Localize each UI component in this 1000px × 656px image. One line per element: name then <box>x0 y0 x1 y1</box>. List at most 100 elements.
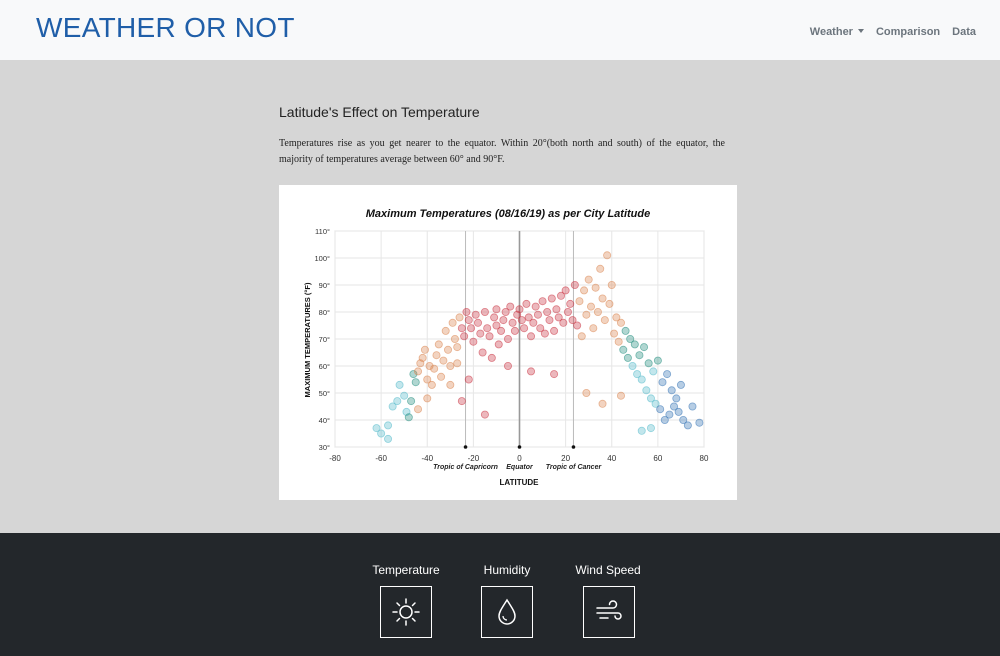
scatter-point <box>628 361 637 370</box>
reference-marker <box>463 445 468 449</box>
x-tick-label: 60 <box>653 454 662 463</box>
scatter-point <box>478 348 487 357</box>
scatter-point <box>494 340 503 349</box>
scatter-point <box>480 308 489 317</box>
scatter-point <box>446 361 455 370</box>
y-tick-label: 40° <box>319 416 330 425</box>
scatter-point <box>540 329 549 338</box>
scatter-point <box>501 308 510 317</box>
footer-item-temperature[interactable]: Temperature <box>356 563 456 577</box>
scatter-point <box>453 359 462 368</box>
scatter-point <box>582 310 591 319</box>
scatter-point <box>672 394 681 403</box>
scatter-point <box>550 326 559 335</box>
scatter-point <box>557 291 566 300</box>
chart-title: Maximum Temperatures (08/16/19) as per C… <box>366 208 650 220</box>
scatter-point <box>584 275 593 284</box>
scatter-point <box>464 316 473 325</box>
scatter-point <box>614 337 623 346</box>
scatter-point <box>536 324 545 333</box>
footer-label-temperature: Temperature <box>372 563 440 577</box>
scatter-point <box>646 424 655 433</box>
scatter-point <box>586 302 595 311</box>
scatter-point <box>485 332 494 341</box>
scatter-point <box>653 356 662 365</box>
y-tick-label: 50° <box>319 389 330 398</box>
humidity-button[interactable] <box>481 586 533 638</box>
chart-ylabel: MAXIMUM TEMPERATURES (°F) <box>303 282 312 397</box>
scatter-point <box>522 299 531 308</box>
scatter-point <box>674 407 683 416</box>
scatter-point <box>610 329 619 338</box>
scatter-point <box>448 318 457 327</box>
chart-xlabel: LATITUDE <box>500 478 540 487</box>
scatter-point <box>656 405 665 414</box>
reference-label: Equator <box>506 464 534 471</box>
scatter-point <box>660 415 669 424</box>
scatter-point <box>425 361 434 370</box>
scatter-point <box>568 316 577 325</box>
scatter-point <box>665 410 674 419</box>
sun-icon <box>392 598 420 626</box>
scatter-point <box>400 391 409 400</box>
footer-label-humidity: Humidity <box>483 563 531 577</box>
scatter-point <box>503 361 512 370</box>
y-tick-label: 60° <box>319 362 330 371</box>
scatter-point <box>469 337 478 346</box>
scatter-point <box>409 370 418 379</box>
footer-label-wind-speed: Wind Speed <box>575 563 641 577</box>
brand-logo[interactable]: WEATHER OR NOT <box>36 12 295 43</box>
scatter-point <box>418 353 427 362</box>
wind-speed-button[interactable] <box>583 586 635 638</box>
scatter-point <box>446 380 455 389</box>
footer-item-humidity[interactable]: Humidity <box>457 563 557 577</box>
scatter-point <box>593 308 602 317</box>
page-title: Latitude's Effect on Temperature <box>279 104 480 120</box>
scatter-point <box>460 332 469 341</box>
scatter-point <box>492 305 501 314</box>
scatter-point <box>623 353 632 362</box>
scatter-point <box>432 351 441 360</box>
scatter-point <box>605 299 614 308</box>
reference-label: Tropic of Cancer <box>546 464 603 471</box>
caret-down-icon <box>857 29 864 33</box>
scatter-point <box>651 399 660 408</box>
scatter-point <box>434 340 443 349</box>
scatter-point <box>688 402 697 411</box>
nav-data[interactable]: Data <box>952 26 976 38</box>
scatter-point <box>441 326 450 335</box>
scatter-point <box>457 324 466 333</box>
scatter-point <box>497 326 506 335</box>
navbar: WEATHER OR NOT Weather Comparison Data <box>0 0 1000 60</box>
nav-comparison[interactable]: Comparison <box>875 26 941 38</box>
scatter-point <box>616 391 625 400</box>
x-tick-label: 40 <box>607 454 616 463</box>
scatter-point <box>570 281 579 290</box>
scatter-point <box>591 283 600 292</box>
scatter-point <box>635 351 644 360</box>
scatter-point <box>527 332 536 341</box>
temperature-button[interactable] <box>380 586 432 638</box>
x-tick-label: 20 <box>561 454 570 463</box>
scatter-point <box>543 308 552 317</box>
scatter-point <box>600 316 609 325</box>
chart-card: Maximum Temperatures (08/16/19) as per C… <box>279 185 737 500</box>
y-tick-label: 110° <box>315 227 330 236</box>
scatter-point <box>395 380 404 389</box>
scatter-point <box>533 310 542 319</box>
scatter-point <box>621 326 630 335</box>
y-tick-label: 90° <box>319 281 330 290</box>
scatter-point <box>437 372 446 381</box>
drop-icon <box>498 598 516 625</box>
nav-weather-dropdown[interactable]: Weather <box>810 26 864 38</box>
scatter-point <box>423 394 432 403</box>
wind-icon <box>596 600 622 620</box>
footer-item-wind-speed[interactable]: Wind Speed <box>558 563 658 577</box>
scatter-point <box>473 318 482 327</box>
x-tick-label: -60 <box>375 454 387 463</box>
scatter-point <box>515 305 524 314</box>
y-tick-label: 70° <box>319 335 330 344</box>
scatter-point <box>598 399 607 408</box>
scatter-point <box>663 370 672 379</box>
scatter-point <box>577 332 586 341</box>
